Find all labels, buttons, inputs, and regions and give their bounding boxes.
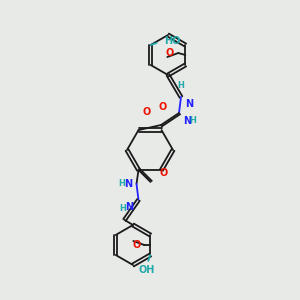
Text: O: O (132, 240, 140, 250)
Text: H: H (189, 116, 196, 125)
Text: N: N (124, 179, 133, 189)
Text: N: N (185, 99, 193, 109)
Text: HO: HO (164, 36, 180, 46)
Text: H: H (118, 179, 125, 188)
Text: H: H (120, 204, 127, 213)
Text: O: O (160, 168, 168, 178)
Text: O: O (143, 107, 151, 117)
Text: H: H (177, 82, 184, 91)
Text: OH: OH (138, 265, 154, 275)
Text: O: O (158, 102, 166, 112)
Text: O: O (165, 48, 173, 58)
Text: N: N (125, 202, 134, 212)
Text: N: N (183, 116, 191, 126)
